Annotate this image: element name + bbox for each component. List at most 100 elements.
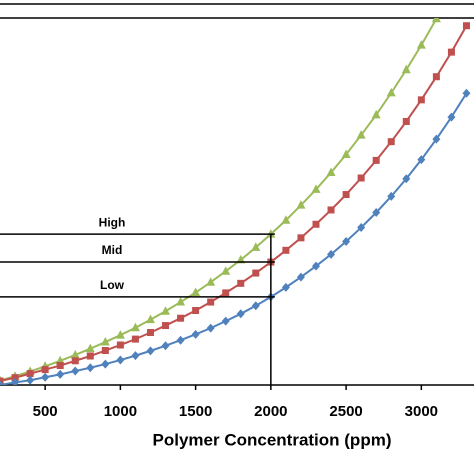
marker [342, 237, 351, 247]
marker [177, 314, 185, 322]
marker [416, 40, 426, 49]
marker [312, 220, 320, 228]
marker [281, 215, 291, 224]
marker [206, 323, 215, 333]
marker [327, 249, 336, 259]
marker [462, 88, 471, 98]
marker [252, 269, 260, 277]
marker [131, 351, 140, 361]
marker [432, 134, 441, 144]
marker [371, 109, 381, 119]
marker [372, 156, 380, 164]
marker [387, 138, 395, 146]
marker [387, 191, 396, 201]
marker [356, 130, 366, 139]
marker [327, 206, 335, 214]
marker [447, 48, 455, 56]
marker [236, 254, 246, 264]
marker [236, 309, 245, 319]
marker [131, 335, 139, 343]
marker [116, 341, 124, 349]
marker [297, 234, 305, 242]
marker [401, 64, 411, 74]
marker [86, 363, 95, 373]
x-tick-label: 2500 [329, 403, 362, 420]
marker [161, 306, 171, 315]
marker [402, 117, 410, 125]
marker [417, 155, 426, 165]
marker [251, 242, 261, 251]
marker [11, 374, 19, 382]
marker [11, 377, 20, 385]
marker [386, 87, 396, 97]
marker [417, 96, 425, 104]
marker [146, 329, 154, 337]
marker [26, 370, 34, 378]
marker [176, 297, 186, 306]
marker [312, 261, 320, 271]
marker [432, 73, 440, 81]
marker [41, 372, 50, 382]
marker [26, 375, 35, 385]
marker [161, 341, 170, 351]
marker [115, 330, 125, 339]
series-line [0, 92, 468, 385]
marker [101, 359, 110, 369]
marker [41, 366, 49, 374]
marker [101, 347, 109, 355]
marker [296, 200, 306, 209]
marker [86, 352, 94, 360]
marker [192, 306, 200, 314]
marker [237, 279, 245, 287]
marker [100, 337, 110, 346]
marker [282, 246, 290, 254]
marker [357, 174, 365, 182]
marker [251, 301, 260, 311]
marker [56, 369, 65, 379]
x-tick-label: 3000 [405, 403, 438, 420]
marker [0, 380, 4, 385]
marker [191, 287, 201, 297]
marker [85, 343, 95, 353]
x-tick-label: 1500 [179, 403, 212, 420]
x-tick-label: 1000 [104, 403, 137, 420]
marker [311, 184, 321, 193]
marker [130, 322, 140, 332]
marker [281, 282, 290, 292]
series-line [0, 25, 468, 382]
plot-area [0, 18, 471, 385]
marker [206, 277, 216, 286]
marker [70, 349, 80, 359]
marker [326, 167, 336, 177]
marker [357, 223, 366, 233]
series-line [0, 18, 438, 382]
marker [176, 335, 185, 345]
x-tick-label: 500 [33, 403, 58, 420]
marker [71, 357, 79, 365]
level-label: Low [100, 278, 125, 292]
x-axis-title: Polymer Concentration (ppm) [153, 430, 392, 449]
marker [462, 22, 470, 30]
marker [221, 316, 230, 326]
marker [222, 289, 230, 297]
marker [116, 355, 125, 365]
marker [372, 208, 381, 218]
marker [207, 298, 215, 306]
x-tick-label: 2000 [254, 403, 287, 420]
marker [431, 18, 441, 23]
marker [296, 272, 305, 282]
marker [402, 174, 411, 184]
marker [191, 329, 200, 339]
marker [342, 191, 350, 199]
marker [221, 266, 231, 275]
marker [56, 362, 64, 370]
marker [162, 322, 170, 330]
marker [71, 366, 80, 376]
marker [145, 314, 155, 324]
marker [447, 112, 456, 122]
level-label: High [99, 215, 126, 229]
level-label: Mid [102, 243, 123, 257]
marker [146, 346, 155, 356]
marker [341, 149, 351, 159]
